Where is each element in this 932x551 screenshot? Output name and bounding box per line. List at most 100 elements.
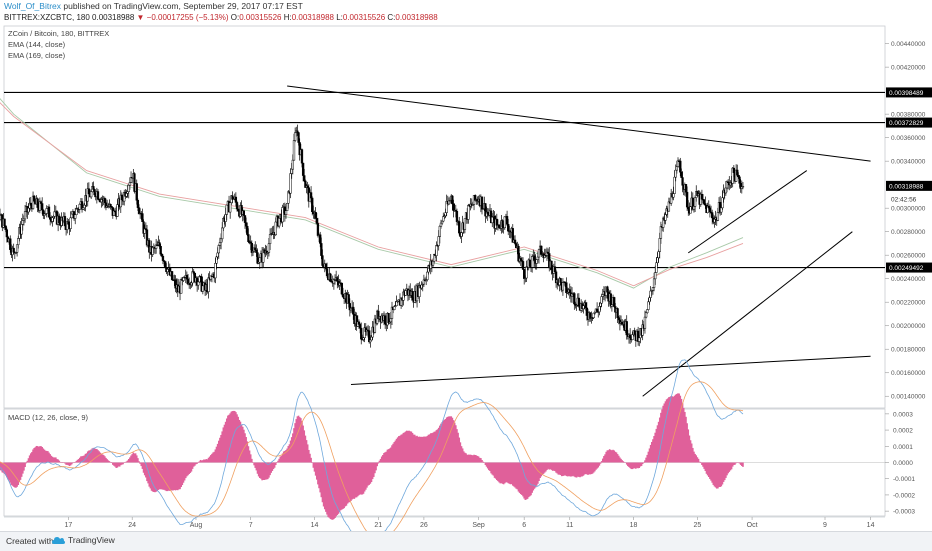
candle-body: [275, 222, 277, 235]
time-axis-label: 25: [693, 522, 701, 529]
trendline[interactable]: [287, 86, 870, 161]
candle-body: [83, 205, 85, 208]
candle-body: [690, 207, 692, 213]
time-axis-label: 6: [522, 522, 526, 529]
trendline[interactable]: [351, 356, 871, 384]
candle-body: [17, 238, 19, 244]
candle-body: [629, 335, 631, 338]
candle-body: [722, 198, 724, 208]
candle-body: [358, 322, 360, 325]
candle-body: [129, 182, 131, 185]
candle-body: [202, 286, 204, 291]
candle-body: [638, 338, 640, 342]
candle-body: [660, 226, 662, 238]
candle-body: [33, 196, 35, 201]
candle-body: [37, 199, 39, 208]
candle-body: [565, 283, 567, 293]
price-axis-label: 0.00180000: [891, 347, 926, 354]
candle-body: [617, 308, 619, 317]
candle-body: [388, 313, 390, 323]
candle-body: [297, 131, 299, 133]
price-tag-label: 0.00372829: [889, 120, 924, 127]
candle-body: [235, 197, 237, 202]
candle-body: [504, 217, 506, 228]
candle-body: [657, 258, 659, 263]
candle-body: [208, 278, 210, 292]
time-axis-label: 7: [249, 522, 253, 529]
chart-canvas[interactable]: 0.004400000.004200000.003800000.00360000…: [0, 0, 932, 531]
candle-body: [162, 256, 164, 260]
candle-body: [286, 203, 288, 210]
macd-histogram-bar: [623, 461, 625, 462]
candle-body: [52, 218, 54, 222]
candle-body: [216, 257, 218, 263]
candle-body: [742, 186, 744, 187]
candle-body: [451, 196, 453, 204]
candle-body: [438, 236, 440, 245]
candle-body: [645, 313, 647, 317]
tradingview-link[interactable]: TradingView: [52, 535, 115, 545]
candle-body: [22, 221, 24, 225]
candle-body: [316, 218, 318, 223]
time-axis-label: 18: [630, 522, 638, 529]
candle-body: [432, 261, 434, 265]
candle-body: [197, 282, 199, 285]
candle-body: [626, 321, 628, 334]
candle-body: [569, 290, 571, 293]
time-axis-label: 21: [374, 522, 382, 529]
candle-body: [246, 226, 248, 234]
candle-body: [40, 202, 42, 204]
candle-body: [646, 310, 648, 313]
candle-body: [538, 250, 540, 257]
candle-body: [322, 256, 324, 266]
candle-body: [159, 243, 161, 247]
candle-body: [537, 257, 539, 260]
candle-body: [540, 246, 542, 254]
candle-body: [439, 226, 441, 236]
candle-body: [393, 307, 395, 310]
candle-body: [644, 317, 646, 328]
candle-body: [694, 198, 696, 207]
candle-body: [551, 261, 553, 270]
macd-axis-label: -0.0001: [893, 476, 915, 483]
candle-body: [655, 263, 657, 273]
candle-body: [621, 322, 623, 324]
time-axis-label: 14: [867, 522, 875, 529]
candle-body: [164, 262, 166, 268]
candle-body: [142, 214, 144, 222]
candle-body: [701, 194, 703, 199]
price-axis-label: 0.00240000: [891, 276, 926, 283]
macd-histogram-bar: [600, 463, 602, 464]
candle-body: [685, 184, 687, 192]
candle-body: [104, 198, 106, 202]
candle-body: [583, 306, 585, 309]
candle-body: [507, 224, 509, 231]
legend-ema169: EMA (169, close): [8, 51, 65, 60]
candle-body: [464, 219, 466, 230]
candle-body: [221, 228, 223, 239]
macd-histogram-bar: [138, 461, 140, 462]
candle-body: [687, 207, 689, 209]
candle-body: [737, 175, 739, 177]
candle-body: [136, 184, 138, 201]
macd-histogram-bar: [310, 458, 312, 463]
price-axis-label: 0.00140000: [891, 394, 926, 401]
candle-body: [491, 217, 493, 223]
trendline[interactable]: [643, 232, 853, 397]
candle-body: [88, 189, 90, 194]
candle-body: [336, 278, 338, 282]
candle-body: [128, 185, 130, 191]
macd-histogram-bar: [25, 463, 27, 464]
candle-body: [116, 205, 118, 217]
time-axis-label: 11: [566, 522, 573, 529]
candle-body: [110, 204, 112, 206]
candle-body: [526, 267, 528, 278]
candle-body: [514, 240, 516, 244]
candle-body: [48, 207, 50, 217]
candle-body: [467, 205, 469, 219]
macd-axis-label: 0.0003: [893, 411, 913, 418]
candle-body: [725, 188, 727, 193]
candle-body: [426, 272, 428, 280]
candle-body: [28, 208, 30, 212]
candle-body: [602, 295, 604, 297]
